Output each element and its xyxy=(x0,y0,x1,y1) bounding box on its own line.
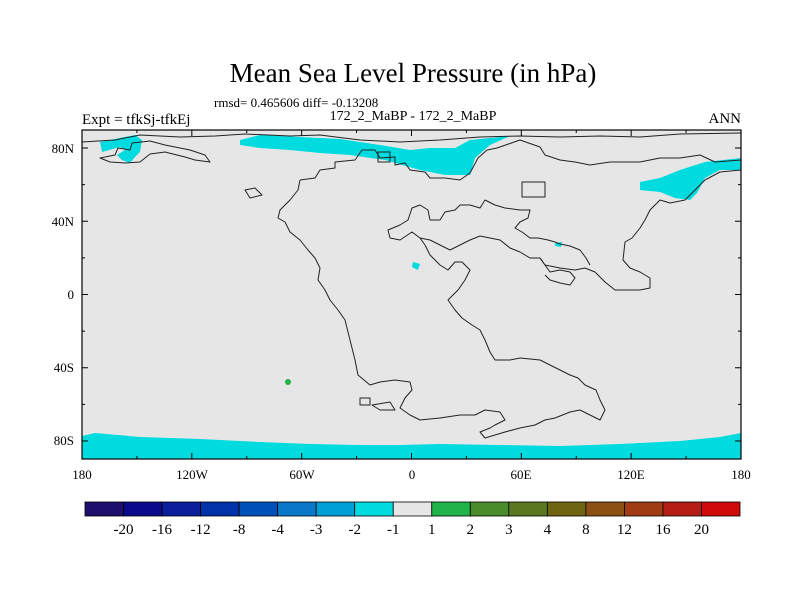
colorbar-box xyxy=(161,501,201,517)
colorbar-labels: -20 -16 -12 -8 -4 -3 -2 -1 1 2 3 4 8 12 16 20 xyxy=(114,522,709,538)
y-tick-label: 40S xyxy=(54,360,74,375)
colorbar-box xyxy=(431,501,471,517)
anomaly-small-b xyxy=(555,242,562,247)
colorbar-box xyxy=(123,501,163,517)
x-tick-label: 60E xyxy=(511,467,532,482)
anomaly-arctic-nw xyxy=(100,135,142,163)
colorbar-label: 3 xyxy=(505,522,513,538)
colorbar-label: -4 xyxy=(271,522,284,538)
x-tick-label: 0 xyxy=(409,467,416,482)
colorbar-box xyxy=(277,501,317,517)
title: Mean Sea Level Pressure (in hPa) xyxy=(230,58,597,88)
coastline-island-east xyxy=(521,181,546,198)
colorbar-box xyxy=(354,501,394,517)
season-label: ANN xyxy=(709,111,742,127)
colorbar-label: 8 xyxy=(582,522,590,538)
coastline-island-north xyxy=(377,151,391,163)
colorbar-label: -20 xyxy=(114,522,134,538)
anomaly-small-a xyxy=(412,262,420,270)
colorbar: -20 -16 -12 -8 -4 -3 -2 -1 1 2 3 4 8 12 16 20 xyxy=(84,501,741,538)
colorbar-box xyxy=(701,501,741,517)
period-label: 172_2_MaBP - 172_2_MaBP xyxy=(330,109,497,124)
coastline-western-continent xyxy=(277,179,606,439)
y-tick-label: 40N xyxy=(52,214,75,229)
colorbar-box xyxy=(392,501,433,517)
colorbar-label: -2 xyxy=(348,522,361,538)
anomaly-antarctic xyxy=(82,433,741,459)
paleo-coastlines xyxy=(81,132,742,439)
colorbar-box xyxy=(469,501,510,517)
negative-anomaly-regions xyxy=(82,135,741,459)
x-tick-label: 120W xyxy=(176,467,209,482)
x-tick-label: 180 xyxy=(72,467,92,482)
coastline-polar-islands xyxy=(99,140,211,164)
colorbar-label: 20 xyxy=(694,522,709,538)
colorbar-boxes xyxy=(84,501,741,517)
colorbar-box xyxy=(662,501,702,517)
colorbar-label: 1 xyxy=(428,522,436,538)
x-axis-labels: 180 120W 60W 0 60E 120E 180 xyxy=(72,467,751,482)
y-axis-labels: 80N 40N 0 40S 80S xyxy=(52,141,75,448)
colorbar-box xyxy=(585,501,625,517)
colorbar-box xyxy=(315,501,356,517)
colorbar-box xyxy=(84,501,124,517)
experiment-label: Expt = tfkSj-tfkEj xyxy=(82,112,190,128)
x-tick-label: 180 xyxy=(731,467,751,482)
map-background xyxy=(82,130,741,459)
colorbar-label: -1 xyxy=(387,522,400,538)
colorbar-label: -8 xyxy=(233,522,246,538)
anomaly-arctic-central xyxy=(240,135,510,175)
x-tick-label: 60W xyxy=(289,467,315,482)
y-tick-label: 0 xyxy=(68,287,75,302)
colorbar-box xyxy=(238,501,279,517)
stats-label: rmsd= 0.465606 diff= -0.13208 xyxy=(214,95,378,110)
colorbar-label: 4 xyxy=(544,522,552,538)
map-panel: 180 120W 60W 0 60E 120E 180 80N 40N 0 40… xyxy=(52,129,751,482)
y-tick-label: 80S xyxy=(54,433,74,448)
coastline-peninsula xyxy=(539,257,576,286)
colorbar-label: -16 xyxy=(152,522,172,538)
colorbar-box xyxy=(508,501,548,517)
coastline-arctic-top xyxy=(81,132,742,143)
colorbar-box xyxy=(624,501,664,517)
colorbar-box xyxy=(546,501,587,517)
x-tick-label: 120E xyxy=(617,467,645,482)
positive-anomaly-spot xyxy=(285,379,291,385)
colorbar-label: -12 xyxy=(191,522,211,538)
anomaly-ne-asia xyxy=(640,158,741,200)
axis-ticks xyxy=(81,130,742,459)
colorbar-label: 16 xyxy=(655,522,671,538)
coastline-island-south xyxy=(359,397,371,406)
colorbar-label: -3 xyxy=(310,522,323,538)
coastline-island-west xyxy=(244,187,263,199)
coastline-southern-lake xyxy=(371,401,396,411)
coastline-main-landmass xyxy=(299,139,742,291)
colorbar-label: 2 xyxy=(467,522,475,538)
y-tick-label: 80N xyxy=(52,141,75,156)
colorbar-box xyxy=(200,501,240,517)
colorbar-label: 12 xyxy=(617,522,632,538)
